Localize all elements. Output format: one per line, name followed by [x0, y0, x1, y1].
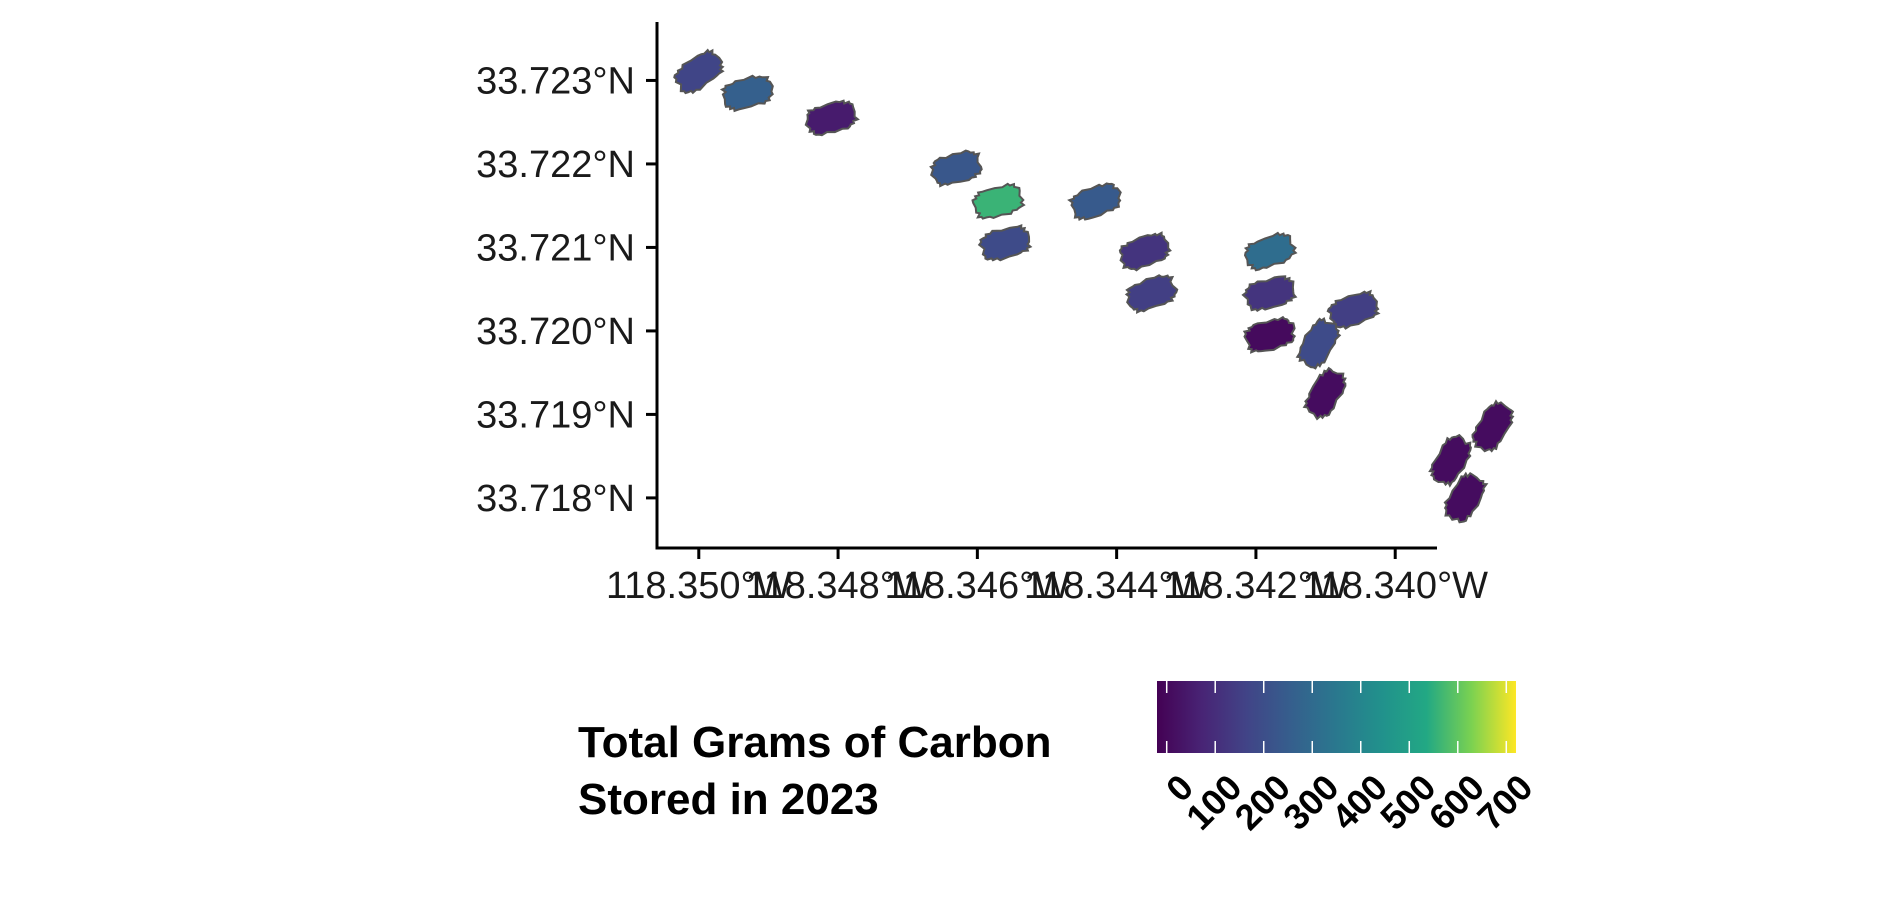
- x-tick-label: 118.346°W: [885, 565, 1071, 607]
- plot-polygon: [1067, 182, 1122, 221]
- legend-tick-label: 700: [1469, 766, 1540, 837]
- y-tick-label: 33.718°N: [476, 478, 635, 520]
- plot-polygon: [1471, 399, 1515, 453]
- plot-polygon: [1302, 366, 1347, 421]
- axes: 33.718°N 33.719°N 33.720°N 33.721°N 33.722°N…: [476, 22, 1488, 607]
- plot-polygon: [1124, 274, 1179, 315]
- y-tick-label: 33.722°N: [476, 144, 635, 186]
- plot-polygon: [1428, 433, 1472, 488]
- plot-polygon: [977, 223, 1033, 262]
- x-tick-label: 118.342°W: [1163, 565, 1349, 607]
- y-tick-label: 33.721°N: [476, 227, 635, 269]
- plot-polygon: [719, 74, 774, 113]
- plot-polygon: [1295, 316, 1342, 370]
- plot-polygon: [1243, 231, 1298, 272]
- y-tick-label: 33.723°N: [476, 60, 635, 102]
- plot-polygons: [673, 48, 1515, 524]
- y-tick-label: 33.720°N: [476, 311, 635, 353]
- plot-polygon: [1443, 471, 1489, 524]
- legend-title-line-1: Total Grams of Carbon: [578, 718, 1051, 767]
- plot-polygon: [971, 182, 1026, 220]
- x-tick-label: 118.350°W: [606, 565, 792, 607]
- plot-polygon: [1326, 289, 1381, 330]
- legend-title-line-2: Stored in 2023: [578, 775, 879, 824]
- legend: Total Grams of Carbon Stored in 2023 010…: [578, 681, 1541, 838]
- x-tick-label: 118.348°W: [745, 565, 931, 607]
- plot-polygon: [1241, 275, 1298, 312]
- plot-polygon: [1118, 231, 1172, 272]
- y-tick-label: 33.719°N: [476, 394, 635, 436]
- plot-polygon: [929, 149, 983, 188]
- plot-polygon: [804, 99, 860, 137]
- x-tick-label: 118.344°W: [1024, 565, 1210, 607]
- plot-polygon: [673, 48, 725, 95]
- x-axis-ticks: 118.350°W118.348°W118.346°W118.344°W118.…: [606, 548, 1488, 607]
- plot-polygon: [1242, 315, 1297, 354]
- x-tick-label: 118.340°W: [1302, 565, 1488, 607]
- y-axis-ticks: 33.718°N 33.719°N 33.720°N 33.721°N 33.722°N…: [476, 60, 657, 520]
- legend-colorbar: [1157, 681, 1516, 753]
